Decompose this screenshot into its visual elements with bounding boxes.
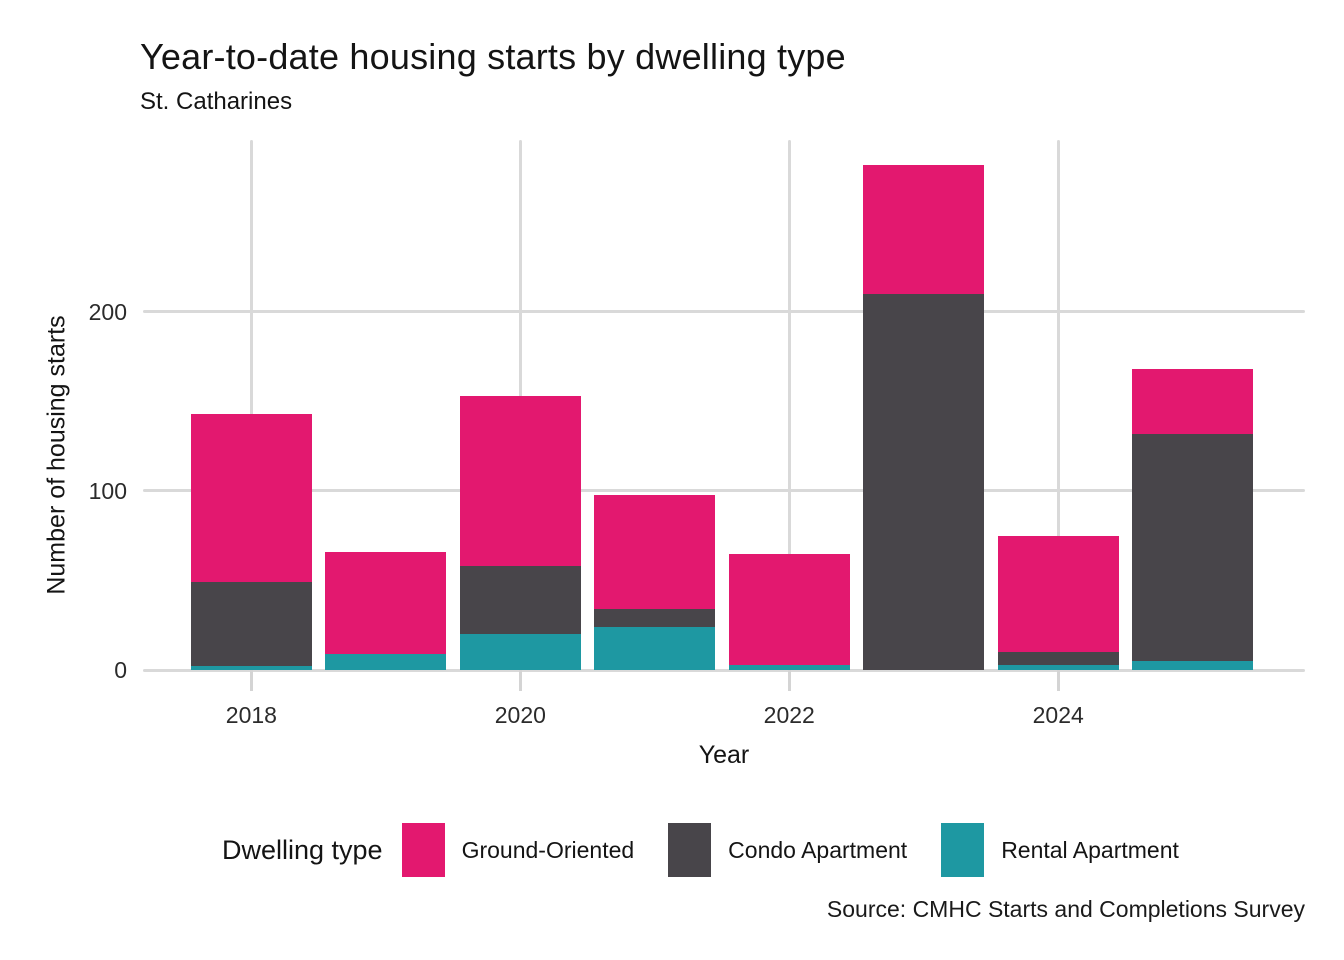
- gridline-y-200: [143, 310, 1305, 314]
- bar-2022-rental-apartment: [728, 664, 850, 670]
- bar-2024-ground-oriented: [997, 535, 1119, 653]
- legend-item-ground-oriented: Ground-Oriented: [401, 823, 635, 877]
- bar-2024-condo-apartment: [997, 652, 1119, 665]
- bar-2021-ground-oriented: [594, 494, 716, 610]
- bar-2019-rental-apartment: [325, 653, 447, 670]
- bar-2020-ground-oriented: [459, 396, 581, 567]
- y-axis-title: Number of housing starts: [42, 315, 71, 595]
- legend-swatch-condo-apartment: [668, 823, 712, 877]
- gridline-vertical-2018: [249, 140, 253, 670]
- bar-2021-rental-apartment: [594, 627, 716, 670]
- legend-items: Ground-Oriented Condo Apartment Rental Apa…: [401, 823, 1213, 877]
- bar-2025-ground-oriented: [1132, 369, 1254, 434]
- legend-item-condo-apartment: Condo Apartment: [668, 823, 907, 877]
- bar-2025-condo-apartment: [1132, 433, 1254, 662]
- chart-subtitle: St. Catharines: [140, 88, 293, 115]
- gridline-y-0: [143, 668, 1305, 672]
- bar-2020-rental-apartment: [459, 634, 581, 670]
- x-tick-mark-2018: [249, 670, 253, 691]
- gridline-vertical-2022: [787, 140, 791, 670]
- bar-2020-condo-apartment: [459, 566, 581, 635]
- plot-panel: [143, 140, 1305, 672]
- bar-2023-condo-apartment: [863, 293, 985, 670]
- x-tick-label-2018: 2018: [225, 702, 277, 728]
- gridline-y-100: [143, 489, 1305, 493]
- x-axis-title: Year: [698, 741, 750, 769]
- legend-label: Condo Apartment: [728, 836, 908, 863]
- y-tick-label-0: 0: [114, 657, 127, 683]
- chart-title: Year-to-date housing starts by dwelling …: [140, 36, 846, 77]
- x-tick-mark-2020: [518, 670, 522, 691]
- bar-2018-ground-oriented: [190, 413, 312, 583]
- x-tick-label-2022: 2022: [763, 702, 815, 728]
- legend: Dwelling type Ground-Oriented Condo Apart…: [222, 820, 1213, 880]
- gridline-vertical-2024: [1056, 140, 1060, 670]
- x-tick-mark-2024: [1056, 670, 1060, 691]
- bar-2023-ground-oriented: [863, 165, 985, 294]
- bar-2022-ground-oriented: [728, 553, 850, 665]
- bar-2024-rental-apartment: [997, 664, 1119, 670]
- bar-2018-rental-apartment: [190, 666, 312, 670]
- bar-2025-rental-apartment: [1132, 661, 1254, 670]
- bar-2019-ground-oriented: [325, 551, 447, 654]
- y-tick-label-100: 100: [88, 477, 127, 504]
- bar-2021-condo-apartment: [594, 609, 716, 627]
- source-note: Source: CMHC Starts and Completions Surv…: [826, 896, 1305, 922]
- legend-title: Dwelling type: [222, 834, 383, 865]
- legend-swatch-ground-oriented: [401, 823, 445, 877]
- legend-swatch-rental-apartment: [941, 823, 985, 877]
- legend-label: Ground-Oriented: [461, 836, 635, 863]
- x-tick-label-2020: 2020: [494, 702, 546, 728]
- legend-item-rental-apartment: Rental Apartment: [941, 823, 1179, 877]
- x-tick-label-2024: 2024: [1032, 702, 1084, 728]
- legend-label: Rental Apartment: [1001, 836, 1179, 863]
- x-tick-mark-2022: [787, 670, 791, 691]
- y-tick-label-200: 200: [88, 298, 127, 325]
- bar-2018-condo-apartment: [190, 582, 312, 667]
